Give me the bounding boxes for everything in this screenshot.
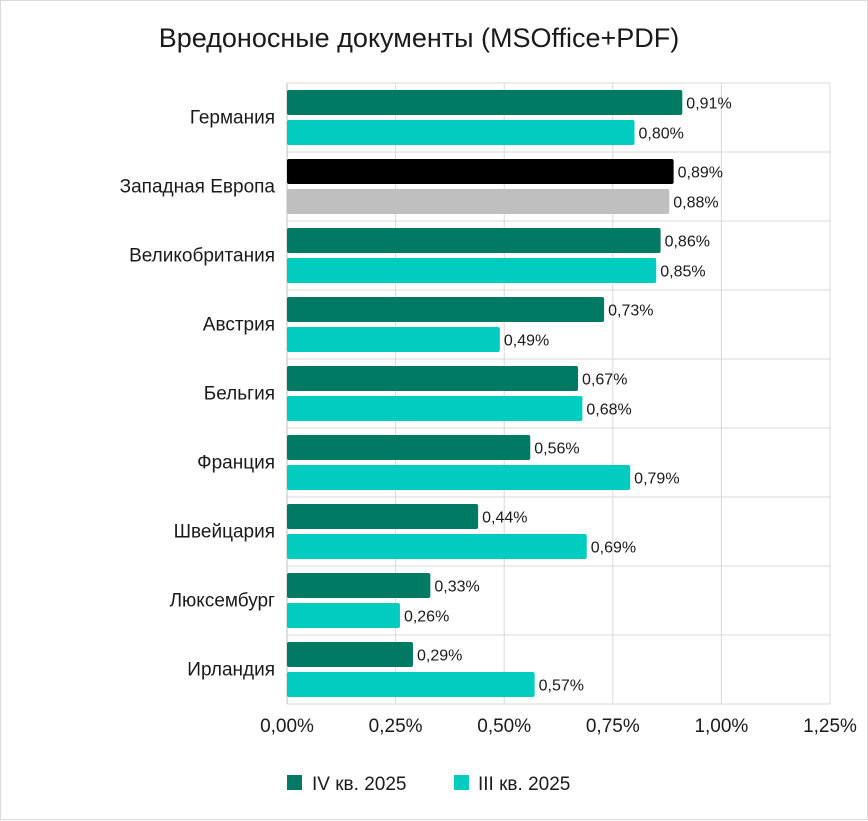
data-label: 0,29%	[417, 648, 462, 665]
category-label: Австрия	[203, 315, 275, 336]
x-tick-label: 0,75%	[586, 716, 640, 737]
bar-iii-4	[287, 396, 583, 421]
bar-iv-0	[287, 90, 683, 115]
x-tick-label: 1,00%	[694, 716, 748, 737]
data-label: 0,69%	[591, 540, 636, 557]
category-label: Ирландия	[187, 660, 275, 681]
x-tick-label: 0,50%	[477, 716, 531, 737]
category-label: Франция	[197, 453, 275, 474]
category-label: Люксембург	[170, 591, 275, 612]
bar-iii-5	[287, 465, 631, 490]
data-label: 0,91%	[686, 96, 731, 113]
bar-iv-2	[287, 228, 661, 253]
category-label: Швейцария	[174, 522, 275, 543]
data-label: 0,33%	[434, 579, 479, 596]
category-label: Германия	[190, 108, 275, 129]
bar-iv-4	[287, 366, 579, 391]
data-label: 0,57%	[539, 678, 584, 695]
x-tick-label: 1,25%	[803, 716, 857, 737]
bar-iii-6	[287, 534, 587, 559]
data-label: 0,85%	[660, 264, 705, 281]
data-label: 0,80%	[639, 126, 684, 143]
bar-iv-7	[287, 573, 431, 598]
bar-iv-8	[287, 642, 413, 667]
bar-iii-8	[287, 672, 535, 697]
legend-label-iv: IV кв. 2025	[312, 774, 406, 795]
gridlines	[286, 82, 831, 705]
category-label: Великобритания	[129, 246, 275, 267]
x-tick-label: 0,25%	[369, 716, 423, 737]
category-label: Западная Европа	[120, 177, 276, 198]
data-label: 0,56%	[534, 441, 579, 458]
bar-iii-3	[287, 327, 500, 352]
legend-swatch-iv	[287, 775, 302, 790]
legend: IV кв. 2025 III кв. 2025	[287, 774, 570, 795]
data-label: 0,67%	[582, 372, 627, 389]
data-label: 0,88%	[673, 195, 718, 212]
legend-label-iii: III кв. 2025	[478, 774, 570, 795]
data-label: 0,73%	[608, 303, 653, 320]
bar-iii-1	[287, 189, 670, 214]
data-label: 0,79%	[634, 471, 679, 488]
x-tick-label: 0,00%	[260, 716, 314, 737]
legend-swatch-iii	[454, 775, 469, 790]
category-label: Бельгия	[204, 384, 275, 405]
data-labels: 0,91%0,80% 0,89% 0,88% 0,86% 0,85% 0,73% 0,49%…	[404, 96, 732, 695]
bar-iv-3	[287, 297, 605, 322]
chart-title: Вредоносные документы (MSOffice+PDF)	[159, 23, 680, 53]
bar-iv-1	[287, 159, 674, 184]
bar-iii-2	[287, 258, 657, 283]
data-label: 0,49%	[504, 333, 549, 350]
data-label: 0,26%	[404, 609, 449, 626]
x-axis-ticks: 0,00% 0,25% 0,50% 0,75% 1,00% 1,25%	[260, 716, 857, 737]
data-label: 0,86%	[665, 234, 710, 251]
bar-iv-5	[287, 435, 531, 460]
data-label: 0,68%	[586, 402, 631, 419]
data-label: 0,44%	[482, 510, 527, 527]
category-labels: Германия Западная Европа Великобритания Авс…	[120, 108, 276, 681]
data-label: 0,89%	[678, 165, 723, 182]
bars	[287, 90, 683, 697]
bar-iii-0	[287, 120, 635, 145]
bar-iv-6	[287, 504, 479, 529]
bar-iii-7	[287, 603, 400, 628]
